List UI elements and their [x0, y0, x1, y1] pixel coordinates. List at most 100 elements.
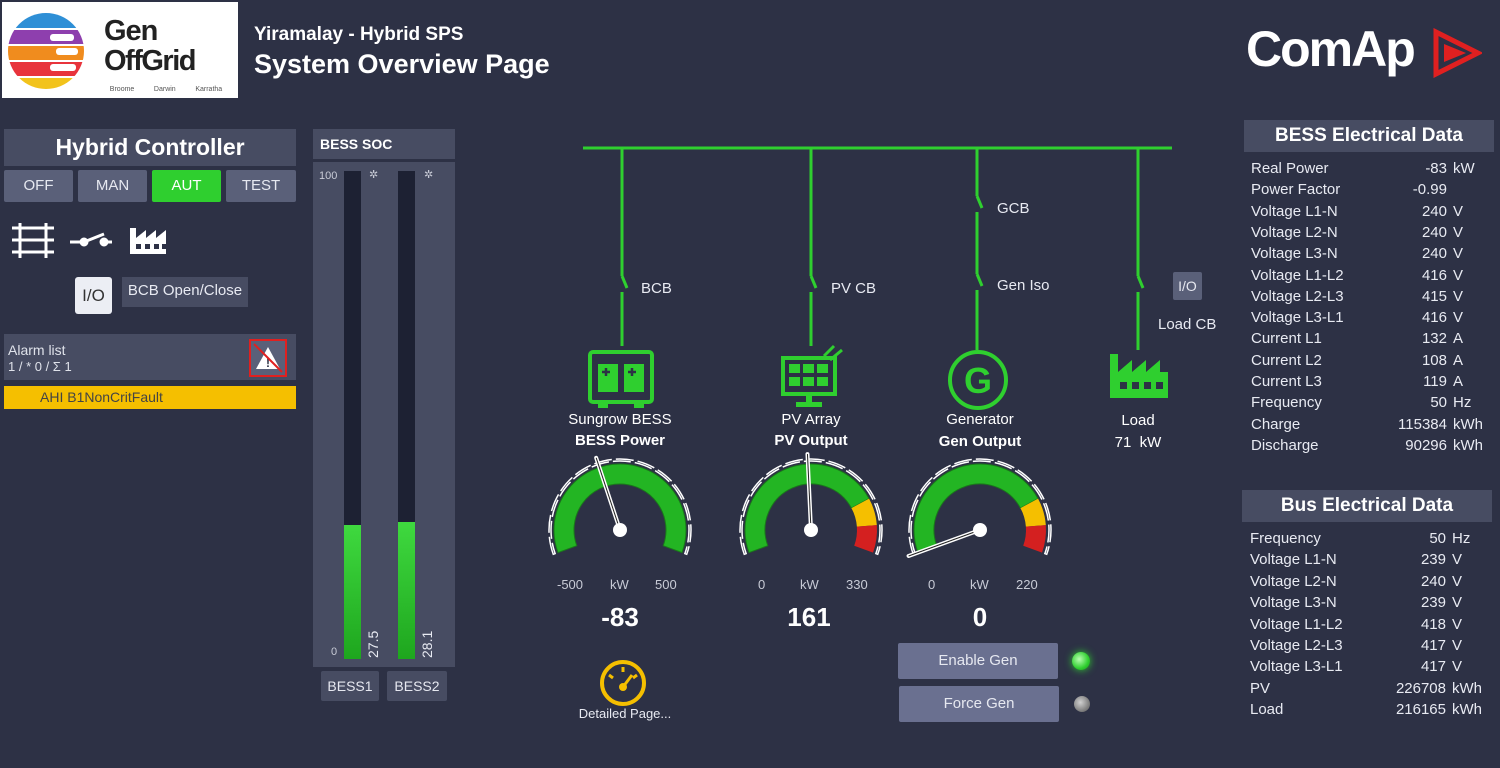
data-row-value: 415	[1421, 287, 1447, 305]
bess2-soc-track	[398, 171, 415, 659]
gauge-needle-core	[806, 454, 812, 531]
load-value: 71 kW	[1114, 434, 1162, 451]
data-row-unit: A	[1453, 373, 1464, 390]
mode-man-button[interactable]: MAN	[78, 170, 147, 202]
data-row-name: Load	[1250, 701, 1284, 719]
data-row-unit: V	[1452, 572, 1463, 590]
data-row-unit: A	[1453, 351, 1464, 369]
gen-gauge-unit: kW	[970, 577, 989, 592]
data-row-unit: kWh	[1453, 415, 1483, 433]
data-row-value: 239	[1420, 551, 1446, 569]
data-row: Voltage L3-N 239 V	[1242, 594, 1482, 615]
bcb-switch	[620, 275, 629, 289]
data-row-unit: V	[1452, 594, 1463, 612]
gauge-red-zone	[1023, 525, 1046, 553]
data-row-name: Charge	[1251, 415, 1301, 433]
pv-gauge-unit: kW	[800, 577, 819, 592]
detailed-page-link[interactable]: Detailed Page...	[578, 706, 672, 721]
data-row-name: Current L2	[1251, 351, 1322, 369]
soc-scale-max: 100	[319, 170, 338, 182]
data-row-name: Voltage L1-N	[1251, 202, 1338, 220]
solar-panel-icon	[781, 344, 843, 407]
factory-icon	[130, 228, 167, 254]
data-row-unit: V	[1453, 287, 1464, 305]
gen-output-gauge	[906, 458, 1052, 558]
soc-fan-icon: ✲	[369, 169, 379, 181]
alarm-reset-icon[interactable]: !	[249, 339, 287, 377]
load-cb-label: Load CB	[1158, 316, 1217, 333]
pv-gauge-max: 330	[846, 577, 868, 592]
bess2-button[interactable]: BESS2	[387, 671, 447, 701]
alarm-list-panel[interactable]: Alarm list 1 / * 0 / Σ 1 !	[4, 334, 296, 380]
gen-measure-title: Gen Output	[938, 433, 1022, 450]
load-cb-io-button[interactable]: I/O	[1173, 272, 1202, 300]
data-row-name: Frequency	[1250, 530, 1321, 547]
data-row-value: 416	[1421, 266, 1447, 284]
bus-data-table: Frequency 50 Hz Voltage L1-N 239 V Voltage L2-…	[1242, 530, 1492, 730]
data-row-value: 50	[1430, 394, 1447, 412]
force-gen-button[interactable]: Force Gen	[899, 686, 1059, 722]
data-row-name: Voltage L3-N	[1250, 594, 1337, 612]
mode-aut-button[interactable]: AUT	[152, 170, 221, 202]
comap-logo: ComAp	[1246, 21, 1416, 77]
speedometer-icon[interactable]	[598, 660, 648, 706]
data-row: Frequency 50 Hz	[1242, 530, 1482, 551]
data-row-value: -83	[1425, 160, 1447, 177]
data-row-unit: V	[1453, 309, 1464, 327]
data-row-value: 132	[1421, 330, 1447, 348]
mode-test-button[interactable]: TEST	[226, 170, 296, 202]
data-row-value: 417	[1420, 658, 1446, 676]
loadcb-switch	[1136, 275, 1145, 289]
data-row-name: Discharge	[1251, 436, 1319, 454]
pv-output-value: 161	[787, 602, 831, 632]
data-row-value: 119	[1423, 373, 1447, 390]
load-factory-icon	[1110, 354, 1168, 398]
data-row-value: 416	[1421, 309, 1447, 327]
data-row-name: PV	[1250, 679, 1271, 697]
data-row: Real Power -83 kW	[1243, 160, 1483, 181]
gauge-hub	[613, 523, 627, 537]
mode-off-button[interactable]: OFF	[4, 170, 73, 202]
bess1-soc-track	[344, 171, 361, 659]
enable-gen-button[interactable]: Enable Gen	[898, 643, 1058, 679]
alarm-item[interactable]: AHI B1NonCritFault	[4, 386, 296, 409]
pv-name: PV Array	[781, 411, 841, 428]
hybrid-controller-title: Hybrid Controller	[4, 129, 296, 166]
bess1-button[interactable]: BESS1	[321, 671, 379, 701]
gen-gauge-min: 0	[928, 577, 936, 592]
data-row-value: 239	[1420, 594, 1446, 612]
bcb-label: BCB	[641, 280, 672, 297]
logo-locations: Broome Darwin Karratha	[100, 86, 232, 93]
data-row-name: Voltage L2-L3	[1250, 637, 1343, 654]
gauge-hub	[804, 523, 818, 537]
data-row-unit: kWh	[1452, 701, 1482, 719]
data-row-unit: Hz	[1453, 394, 1472, 412]
data-row: Voltage L2-L3 415 V	[1243, 288, 1483, 309]
grid-tower-icon	[12, 223, 54, 258]
gauge-needle-core	[595, 457, 621, 531]
data-row-value: 240	[1421, 223, 1447, 241]
data-row-unit: kW	[1453, 160, 1475, 177]
data-row-unit: V	[1453, 245, 1464, 263]
generator-icon: G	[948, 350, 1008, 410]
gen-iso-label: Gen Iso	[997, 277, 1050, 294]
pv-output-gauge	[739, 452, 883, 556]
bcb-io-button[interactable]: I/O	[75, 277, 112, 314]
gauge-green-zone	[913, 463, 1039, 554]
data-row-value: 90296	[1405, 436, 1447, 454]
bess-power-value: -83	[601, 602, 639, 632]
data-row: Voltage L2-N 240 V	[1242, 573, 1482, 594]
data-row: Voltage L1-N 239 V	[1242, 551, 1482, 572]
data-row-unit: V	[1452, 615, 1463, 633]
gen-output-value: 0	[972, 602, 988, 632]
data-row-name: Voltage L3-L1	[1250, 658, 1343, 676]
bess-gauge-max: 500	[655, 577, 677, 592]
gen-iso-switch	[975, 273, 984, 287]
data-row-value: 226708	[1395, 679, 1446, 697]
data-row-name: Voltage L3-L1	[1251, 309, 1344, 327]
data-row: Voltage L2-L3 417 V	[1242, 637, 1482, 658]
data-row: Current L2 108 A	[1243, 352, 1483, 373]
logo-location: Karratha	[195, 86, 223, 93]
data-row-name: Voltage L1-N	[1250, 551, 1337, 569]
